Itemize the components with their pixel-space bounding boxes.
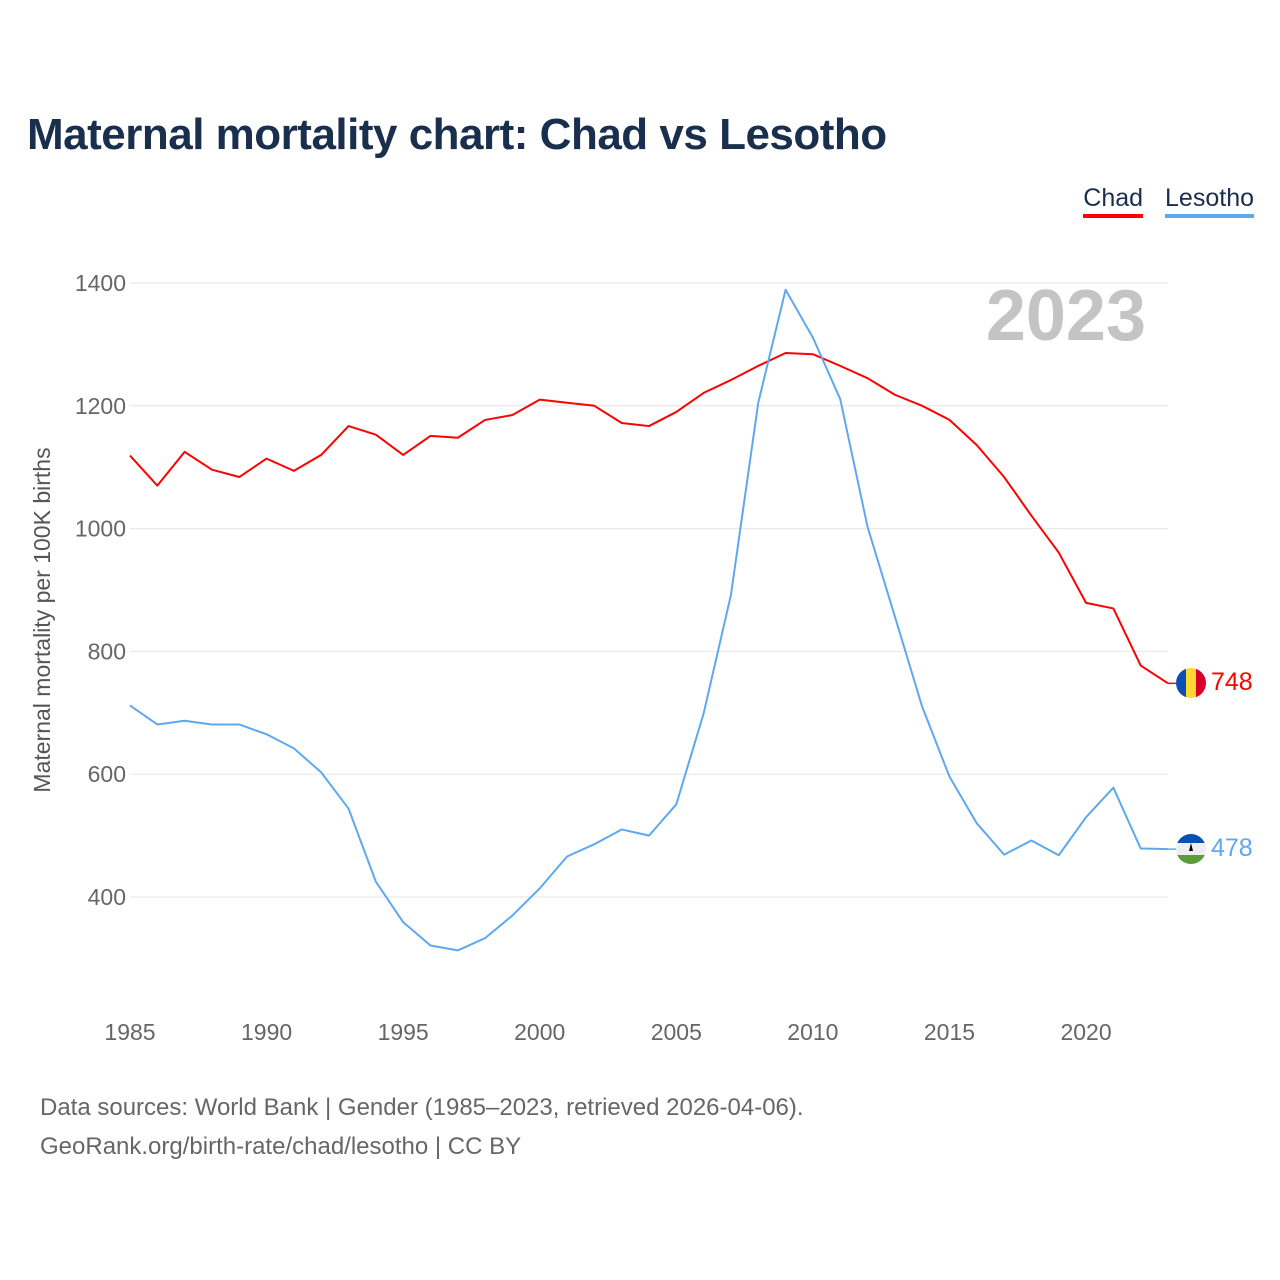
x-tick-label: 2015 — [924, 1019, 975, 1045]
series-line-lesotho[interactable] — [129, 288, 1169, 952]
source-note: Data sources: World Bank | Gender (1985–… — [40, 1088, 804, 1166]
legend-chad[interactable]: Chad — [1083, 184, 1144, 218]
flag-lesotho-icon — [1176, 834, 1206, 864]
y-tick-label: 600 — [88, 761, 126, 787]
x-tick-label: 2010 — [787, 1019, 838, 1045]
lesotho-end-value: 478 — [1211, 834, 1253, 862]
source-line-2[interactable]: GeoRank.org/birth-rate/chad/lesotho | CC… — [40, 1133, 522, 1160]
flag-chad-icon — [1176, 668, 1206, 698]
x-tick-label: 2020 — [1060, 1019, 1111, 1045]
y-axis-label: Maternal mortality per 100K births — [29, 447, 55, 792]
y-tick-label: 800 — [88, 638, 126, 664]
x-tick-label: 2005 — [651, 1019, 702, 1045]
chad-end-value: 748 — [1211, 668, 1253, 696]
year-label: 2023 — [986, 276, 1146, 356]
y-tick-label: 1400 — [75, 270, 126, 296]
legend: Chad Lesotho — [1083, 184, 1254, 218]
y-tick-label: 1200 — [75, 393, 126, 419]
x-tick-label: 1995 — [378, 1019, 429, 1045]
chart-title: Maternal mortality chart: Chad vs Lesoth… — [27, 110, 887, 159]
y-tick-label: 1000 — [75, 516, 126, 542]
x-tick-label: 1990 — [241, 1019, 292, 1045]
series-line-chad[interactable] — [129, 351, 1169, 685]
x-tick-label: 2000 — [514, 1019, 565, 1045]
x-tick-label: 1985 — [104, 1019, 155, 1045]
legend-lesotho[interactable]: Lesotho — [1165, 184, 1254, 218]
source-line-1: Data sources: World Bank | Gender (1985–… — [40, 1094, 804, 1121]
y-tick-label: 400 — [88, 884, 126, 910]
